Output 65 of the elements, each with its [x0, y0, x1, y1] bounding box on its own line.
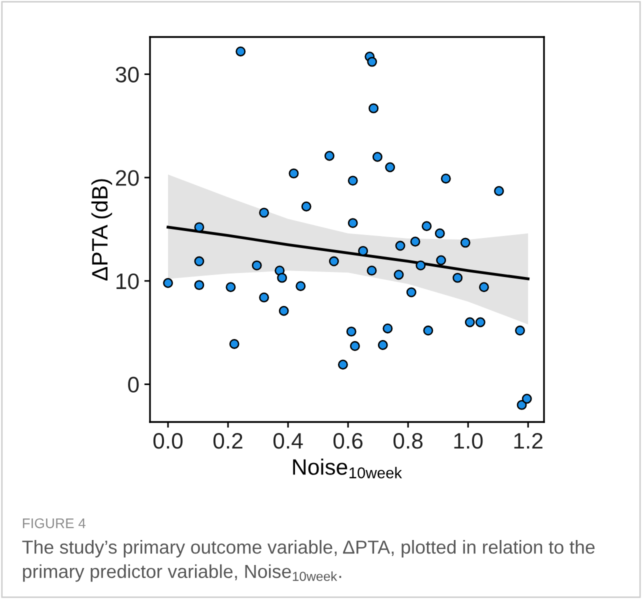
point — [416, 260, 426, 270]
point — [236, 46, 246, 56]
point — [163, 278, 173, 288]
point — [423, 326, 434, 336]
point — [436, 255, 446, 266]
point — [460, 238, 470, 248]
point — [440, 174, 451, 184]
point — [229, 338, 240, 349]
point — [406, 287, 416, 298]
point — [515, 326, 525, 336]
point — [494, 186, 504, 196]
point — [338, 360, 348, 370]
point — [252, 260, 262, 270]
point — [259, 208, 270, 218]
point — [385, 162, 396, 172]
point — [516, 400, 527, 410]
point — [301, 202, 312, 212]
x-tick-label: 0.6 — [333, 433, 363, 449]
point — [277, 272, 288, 283]
point — [452, 272, 463, 283]
point — [394, 270, 404, 280]
x-axis-title: Noise$_{10week}$ — [293, 458, 402, 478]
text: The study’s primary outcome variable, ΔPTA, plotted in relation to the primary predictor variable, Noise$_{10week}$. — [22, 540, 595, 582]
point — [278, 306, 289, 316]
point — [194, 256, 204, 266]
y-tick-label: 20 — [116, 170, 139, 186]
point — [348, 218, 358, 228]
point — [368, 103, 379, 114]
point — [324, 150, 334, 161]
point — [194, 280, 204, 290]
point — [296, 281, 306, 292]
y-tick-label: 10 — [116, 273, 139, 290]
point — [422, 221, 432, 232]
point — [372, 152, 382, 162]
x-tick-label: 1.2 — [514, 433, 542, 449]
point — [226, 282, 236, 292]
point — [328, 256, 339, 266]
point — [358, 246, 368, 256]
point — [346, 326, 356, 337]
x-tick-label: 0.2 — [213, 433, 242, 449]
caption: FIGURE 4 — [22, 518, 86, 528]
point — [522, 394, 532, 404]
point — [366, 266, 377, 276]
point — [367, 56, 378, 67]
point — [348, 176, 358, 186]
x-tick-label: 0.0 — [153, 433, 183, 449]
point — [382, 323, 393, 334]
point — [464, 317, 475, 328]
x-tick-label: 0.4 — [273, 433, 303, 449]
y-tick-label: 30 — [116, 66, 139, 82]
y-tick-label: 0 — [128, 376, 139, 393]
point — [410, 236, 420, 247]
x-tick-label: 1.0 — [454, 433, 483, 449]
point — [378, 340, 388, 350]
point — [194, 222, 204, 232]
point — [350, 341, 360, 352]
point — [475, 317, 486, 328]
y-axis-title: ΔPTA (dB) — [91, 179, 112, 281]
line-series — [166, 226, 530, 280]
point — [434, 228, 445, 238]
x-tick-label: 0.8 — [393, 433, 423, 449]
point — [259, 292, 270, 302]
point — [479, 282, 489, 292]
point — [288, 168, 299, 178]
point — [395, 240, 406, 251]
